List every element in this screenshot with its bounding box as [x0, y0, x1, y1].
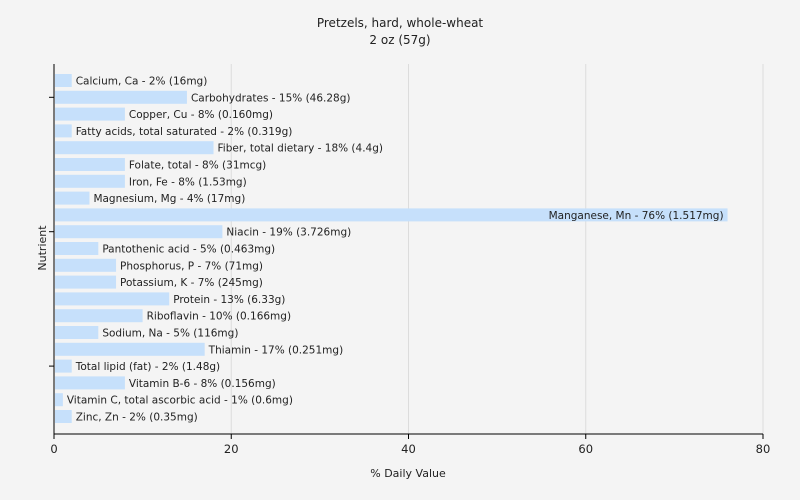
bar-label: Iron, Fe - 8% (1.53mg)	[129, 176, 247, 188]
bar-label: Manganese, Mn - 76% (1.517mg)	[549, 210, 724, 222]
bar	[55, 258, 117, 272]
bar-label: Magnesium, Mg - 4% (17mg)	[93, 193, 245, 205]
bar-label: Niacin - 19% (3.726mg)	[226, 227, 351, 239]
bar-label: Fatty acids, total saturated - 2% (0.319…	[76, 126, 293, 138]
bar-label: Vitamin C, total ascorbic acid - 1% (0.6…	[67, 395, 293, 407]
x-tick-label: 40	[401, 442, 416, 456]
bar-label: Copper, Cu - 8% (0.160mg)	[129, 109, 273, 121]
x-tick-label: 0	[50, 442, 57, 456]
bar	[55, 376, 125, 390]
chart-subtitle: 2 oz (57g)	[369, 33, 430, 47]
x-tick-label: 60	[578, 442, 593, 456]
bar-label: Total lipid (fat) - 2% (1.48g)	[75, 361, 220, 373]
bar	[55, 141, 214, 155]
bar-label: Thiamin - 17% (0.251mg)	[208, 344, 344, 356]
bar	[55, 90, 187, 104]
bar-label: Protein - 13% (6.33g)	[173, 294, 285, 306]
bar-label: Fiber, total dietary - 18% (4.4g)	[218, 143, 383, 155]
bar	[55, 342, 205, 356]
bar	[55, 410, 72, 423]
bar	[55, 124, 72, 138]
bar	[55, 393, 63, 407]
bar-label: Potassium, K - 7% (245mg)	[120, 277, 263, 289]
x-tick-label: 20	[224, 442, 239, 456]
bar-label: Sodium, Na - 5% (116mg)	[102, 328, 238, 340]
bar-label: Calcium, Ca - 2% (16mg)	[76, 76, 208, 88]
bar	[55, 158, 125, 171]
bar	[55, 359, 72, 373]
y-axis-label: Nutrient	[36, 225, 49, 271]
gridlines	[230, 64, 764, 434]
bar	[55, 74, 72, 87]
bar-label: Phosphorus, P - 7% (71mg)	[120, 260, 263, 272]
bar	[55, 208, 728, 222]
bar-label: Vitamin B-6 - 8% (0.156mg)	[129, 378, 276, 390]
bar	[55, 242, 99, 255]
axes: 0 20 40 60 80	[49, 64, 770, 456]
bar	[55, 292, 170, 306]
bar	[55, 275, 117, 289]
bar-label: Folate, total - 8% (31mcg)	[129, 160, 266, 172]
bar-label: Carbohydrates - 15% (46.28g)	[191, 92, 351, 104]
bar-label: Riboflavin - 10% (0.166mg)	[147, 311, 291, 323]
bar-label: Zinc, Zn - 2% (0.35mg)	[76, 412, 198, 424]
bar	[55, 309, 143, 323]
x-axis-label: % Daily Value	[370, 467, 446, 480]
bar	[55, 225, 223, 239]
bar	[55, 107, 125, 121]
bars: Calcium, Ca - 2% (16mg) Carbohydrates - 1…	[55, 74, 728, 424]
bar-label: Pantothenic acid - 5% (0.463mg)	[102, 244, 275, 256]
bar	[55, 326, 99, 339]
bar	[55, 191, 90, 205]
bar	[55, 174, 125, 188]
chart-title: Pretzels, hard, whole-wheat	[317, 16, 484, 30]
x-tick-label: 80	[756, 442, 771, 456]
